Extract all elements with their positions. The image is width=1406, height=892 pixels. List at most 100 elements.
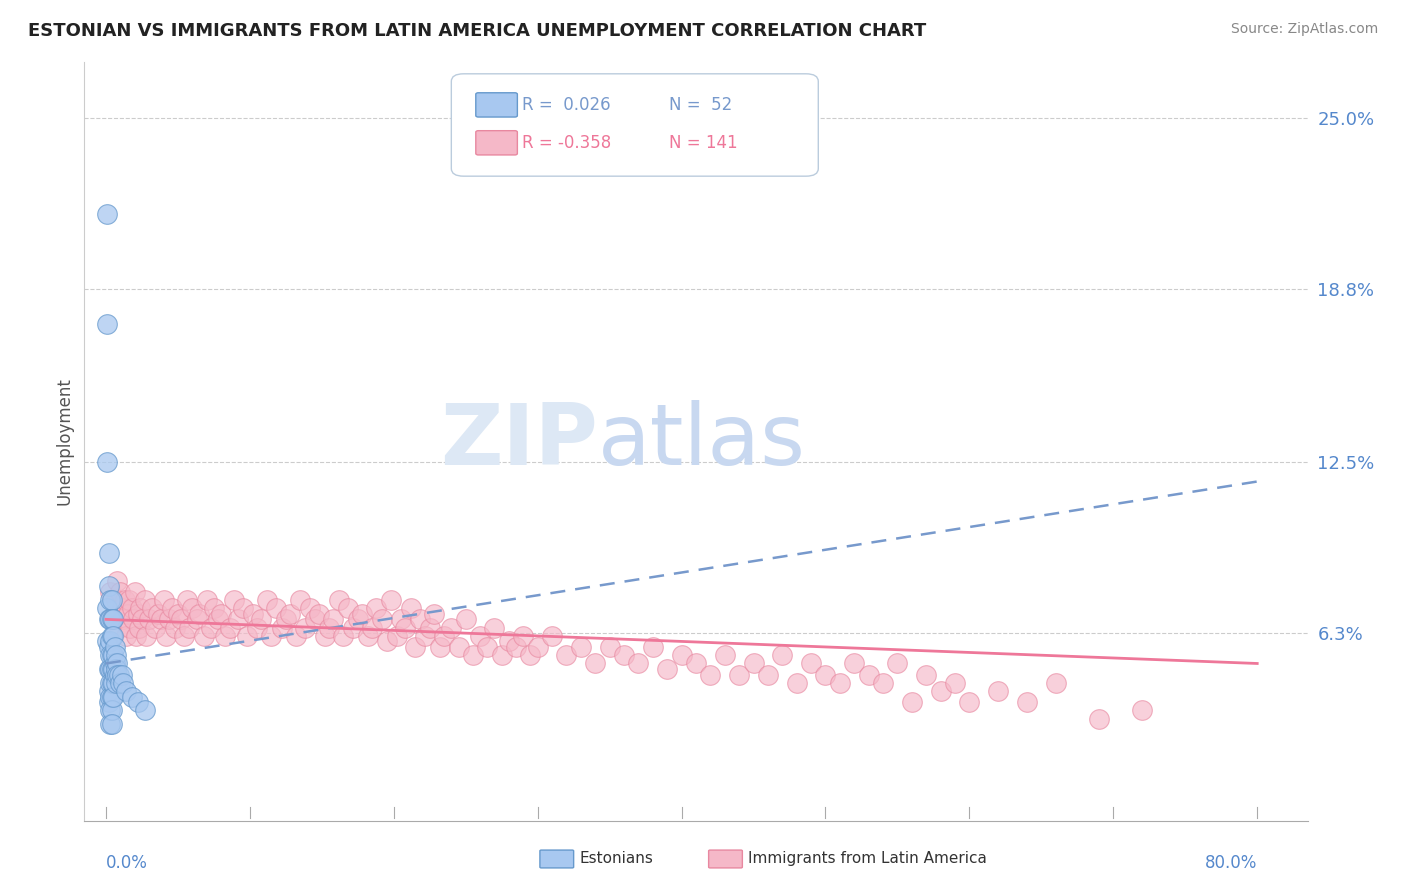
Point — [389, 612, 412, 626]
Point — [957, 695, 980, 709]
Point — [671, 648, 693, 663]
Point — [98, 612, 121, 626]
Point — [290, 593, 312, 607]
Point — [415, 629, 437, 643]
Text: atlas: atlas — [598, 400, 806, 483]
Point — [97, 695, 120, 709]
Point — [173, 629, 195, 643]
Point — [97, 662, 120, 676]
Point — [627, 657, 650, 671]
Point — [800, 657, 823, 671]
Point — [641, 640, 664, 654]
Point — [929, 684, 952, 698]
Point — [394, 621, 416, 635]
Point — [163, 621, 186, 635]
Point — [96, 601, 118, 615]
Point — [433, 629, 456, 643]
Point — [101, 675, 124, 690]
Point — [170, 612, 193, 626]
Point — [128, 621, 150, 635]
Point — [814, 667, 837, 681]
Point — [328, 593, 350, 607]
Point — [218, 621, 240, 635]
Point — [155, 629, 177, 643]
Point — [352, 607, 374, 621]
Point — [103, 640, 125, 654]
Point — [228, 612, 250, 626]
Point — [101, 629, 124, 643]
Point — [101, 612, 124, 626]
Point — [786, 675, 808, 690]
Point — [318, 621, 340, 635]
Point — [100, 648, 122, 663]
Text: ESTONIAN VS IMMIGRANTS FROM LATIN AMERICA UNEMPLOYMENT CORRELATION CHART: ESTONIAN VS IMMIGRANTS FROM LATIN AMERIC… — [28, 22, 927, 40]
Point — [872, 675, 894, 690]
Point — [121, 690, 143, 704]
Point — [361, 621, 384, 635]
Text: N =  52: N = 52 — [669, 96, 733, 114]
Point — [120, 621, 142, 635]
Point — [264, 601, 287, 615]
Point — [555, 648, 578, 663]
Point — [380, 593, 402, 607]
Point — [1045, 675, 1067, 690]
Point — [256, 593, 278, 607]
Point — [505, 640, 527, 654]
Point — [207, 612, 229, 626]
Point — [742, 657, 765, 671]
Text: 0.0%: 0.0% — [105, 854, 148, 871]
Point — [202, 601, 225, 615]
Point — [101, 612, 124, 626]
Point — [699, 667, 721, 681]
Point — [512, 629, 534, 643]
Point — [260, 629, 283, 643]
Point — [1088, 712, 1111, 726]
Point — [314, 629, 336, 643]
Point — [107, 667, 129, 681]
Point — [1130, 703, 1153, 717]
Point — [299, 601, 322, 615]
Point — [114, 593, 136, 607]
Point — [901, 695, 924, 709]
Point — [519, 648, 541, 663]
Point — [96, 318, 118, 332]
Point — [112, 612, 135, 626]
Point — [728, 667, 751, 681]
Point — [915, 667, 938, 681]
Point — [107, 657, 129, 671]
Point — [127, 607, 149, 621]
Point — [844, 657, 866, 671]
Point — [134, 593, 156, 607]
FancyBboxPatch shape — [475, 93, 517, 117]
Point — [200, 621, 222, 635]
FancyBboxPatch shape — [451, 74, 818, 177]
Point — [222, 593, 245, 607]
Point — [541, 629, 564, 643]
Point — [100, 629, 122, 643]
Point — [129, 601, 152, 615]
Point — [278, 607, 301, 621]
Point — [98, 584, 121, 599]
Point — [100, 703, 122, 717]
Point — [98, 703, 121, 717]
Point — [111, 667, 134, 681]
Point — [118, 593, 141, 607]
Point — [105, 662, 128, 676]
Point — [491, 648, 513, 663]
Point — [134, 703, 156, 717]
Point — [96, 455, 118, 469]
Point — [167, 607, 190, 621]
Point — [157, 612, 180, 626]
Point — [152, 593, 174, 607]
Text: Estonians: Estonians — [579, 852, 654, 866]
Point — [756, 667, 779, 681]
Point — [294, 621, 316, 635]
Point — [176, 593, 198, 607]
Point — [98, 634, 121, 648]
Point — [141, 601, 163, 615]
Point — [138, 612, 160, 626]
Point — [97, 612, 120, 626]
Point — [250, 612, 273, 626]
Point — [440, 621, 463, 635]
Point — [146, 607, 169, 621]
